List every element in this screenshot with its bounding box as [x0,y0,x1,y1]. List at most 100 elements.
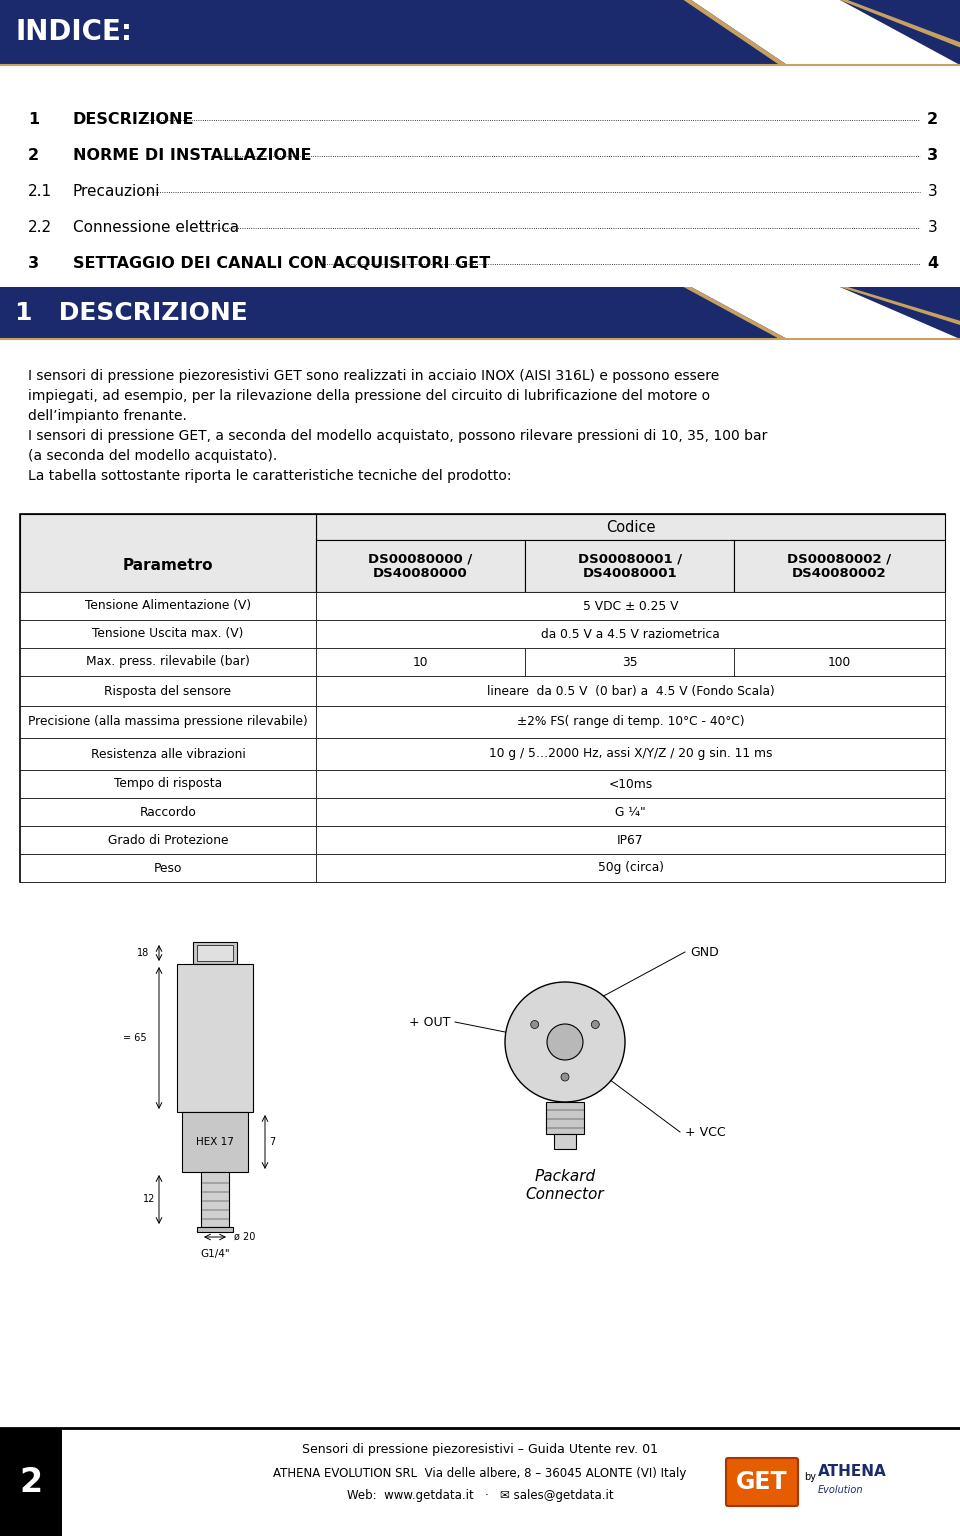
Text: by: by [804,1471,816,1482]
Text: Resistenza alle vibrazioni: Resistenza alle vibrazioni [90,748,246,760]
Polygon shape [691,287,960,339]
Bar [182,1112,248,1172]
Text: La tabella sottostante riporta le caratteristiche tecniche del prodotto:: La tabella sottostante riporta le caratt… [28,468,512,482]
Bar [197,1227,233,1232]
Text: DS00080001 /
DS40080001: DS00080001 / DS40080001 [578,551,682,581]
Text: da 0.5 V a 4.5 V raziometrica: da 0.5 V a 4.5 V raziometrica [541,628,720,641]
Text: 1: 1 [28,112,39,127]
Text: lineare  da 0.5 V  (0 bar) a  4.5 V (Fondo Scala): lineare da 0.5 V (0 bar) a 4.5 V (Fondo … [487,685,775,697]
Bar [177,965,253,1112]
Bar [0,1428,62,1536]
Bar [734,648,945,676]
Text: Precauzioni: Precauzioni [73,184,160,200]
Text: Tensione Uscita max. (V): Tensione Uscita max. (V) [92,628,244,641]
Bar [20,591,316,621]
Bar [20,737,316,770]
Text: 3: 3 [928,184,938,200]
Text: GET: GET [736,1470,788,1495]
Text: = 65: = 65 [124,1034,147,1043]
Circle shape [505,982,625,1101]
Text: HEX 17: HEX 17 [196,1137,234,1147]
Text: 50g (circa): 50g (circa) [597,862,663,874]
Bar [20,854,316,882]
Bar [554,1134,576,1149]
Text: 10 g / 5…2000 Hz, assi X/Y/Z / 20 g sin. 11 ms: 10 g / 5…2000 Hz, assi X/Y/Z / 20 g sin.… [489,748,772,760]
Text: Tensione Alimentazione (V): Tensione Alimentazione (V) [84,599,252,613]
FancyBboxPatch shape [726,1458,798,1505]
Polygon shape [840,287,960,326]
Bar [197,945,233,962]
Circle shape [547,1025,583,1060]
Bar [0,287,960,339]
Text: dell’impianto frenante.: dell’impianto frenante. [28,409,187,422]
Bar [734,541,945,591]
Bar [316,854,945,882]
Text: 18: 18 [136,948,149,958]
Bar [525,541,734,591]
Text: Raccordo: Raccordo [139,805,197,819]
Bar [20,515,316,591]
Text: Connessione elettrica: Connessione elettrica [73,221,239,235]
Polygon shape [691,0,960,65]
Bar [0,0,960,65]
Text: Tempo di risposta: Tempo di risposta [114,777,222,791]
Text: <10ms: <10ms [609,777,653,791]
Bar [316,826,945,854]
Text: G ¼": G ¼" [615,805,646,819]
Text: 3: 3 [928,221,938,235]
Bar [316,707,945,737]
Bar [20,515,945,882]
Text: Grado di Protezione: Grado di Protezione [108,834,228,846]
Text: Packard: Packard [535,1169,595,1184]
Bar [20,799,316,826]
Bar [20,826,316,854]
Bar [20,648,316,676]
Text: ATHENA EVOLUTION SRL  Via delle albere, 8 – 36045 ALONTE (VI) Italy: ATHENA EVOLUTION SRL Via delle albere, 8… [274,1467,686,1479]
Bar [201,1172,229,1227]
Text: 5 VDC ± 0.25 V: 5 VDC ± 0.25 V [583,599,679,613]
Text: + OUT: + OUT [409,1015,450,1029]
Text: 4: 4 [926,257,938,272]
Polygon shape [684,0,787,65]
Text: 3: 3 [28,257,39,272]
Text: Max. press. rilevabile (bar): Max. press. rilevabile (bar) [86,656,250,668]
Text: (a seconda del modello acquistato).: (a seconda del modello acquistato). [28,449,277,462]
Text: NORME DI INSTALLAZIONE: NORME DI INSTALLAZIONE [73,149,311,163]
Text: G1/4": G1/4" [201,1249,229,1260]
Text: Connector: Connector [526,1187,604,1203]
Text: 7: 7 [269,1137,276,1147]
Bar [316,541,525,591]
Text: impiegati, ad esempio, per la rilevazione della pressione del circuito di lubrif: impiegati, ad esempio, per la rilevazion… [28,389,710,402]
Bar [316,591,945,621]
Text: IP67: IP67 [617,834,644,846]
Text: 1   DESCRIZIONE: 1 DESCRIZIONE [15,301,248,326]
Text: Parametro: Parametro [123,559,213,573]
Bar [316,737,945,770]
Text: Precisione (alla massima pressione rilevabile): Precisione (alla massima pressione rilev… [28,716,308,728]
Bar [316,621,945,648]
Bar [546,1101,584,1134]
Text: 100: 100 [828,656,852,668]
Text: 2: 2 [19,1465,42,1499]
Polygon shape [684,287,787,339]
Text: DESCRIZIONE: DESCRIZIONE [73,112,195,127]
Text: INDICE:: INDICE: [15,18,132,46]
Bar [20,621,316,648]
Text: 12: 12 [143,1195,155,1204]
Text: 2: 2 [28,149,39,163]
Text: DS00080000 /
DS40080000: DS00080000 / DS40080000 [369,551,472,581]
Text: 10: 10 [413,656,428,668]
Text: Evolution: Evolution [818,1485,863,1495]
Circle shape [531,1020,539,1029]
Text: Risposta del sensore: Risposta del sensore [105,685,231,697]
Bar [20,707,316,737]
Text: 2.1: 2.1 [28,184,52,200]
Bar [316,648,525,676]
Text: Peso: Peso [154,862,182,874]
Bar [193,942,237,965]
Text: DS00080002 /
DS40080002: DS00080002 / DS40080002 [787,551,892,581]
Text: 35: 35 [622,656,637,668]
Text: 2.2: 2.2 [28,221,52,235]
Text: Codice: Codice [606,519,656,535]
Bar [316,770,945,799]
